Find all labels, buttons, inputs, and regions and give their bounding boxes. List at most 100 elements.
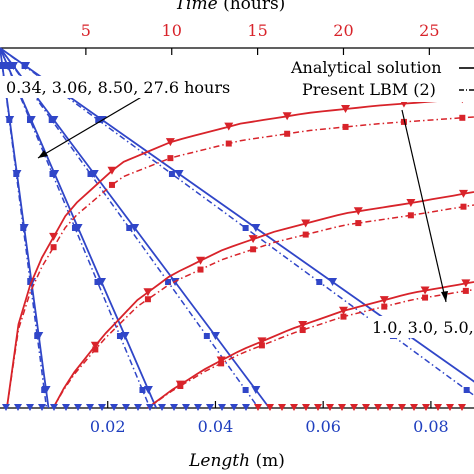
top-tick-label: 10 [162,21,182,40]
baseline-marker [278,404,286,411]
baseline-marker [170,404,178,411]
history-marker-square [225,140,232,147]
baseline-marker [26,404,34,411]
profile-marker-square [6,117,13,123]
history-marker-square [284,130,291,137]
history-line-lbm [52,204,474,409]
history-marker-square [167,155,174,162]
history-marker-triangle [353,207,363,216]
annotation-left-bg [2,76,242,98]
baseline-marker [254,404,262,411]
history-marker-triangle [248,235,258,244]
profile-marker-square [139,387,146,393]
history-marker-triangle [458,189,468,198]
baseline-marker [158,404,166,411]
profile-marker-square [168,171,175,177]
bottom-tick-label: 0.02 [90,417,126,436]
history-marker-triangle [196,256,206,265]
profile-marker-square [87,171,94,177]
baseline-marker [314,404,322,411]
profile-marker-square [27,279,34,285]
time-history-series [6,95,474,409]
history-marker-square [302,231,309,238]
baseline-marker [350,404,358,411]
history-marker-square [299,327,306,334]
profile-marker-square [316,279,323,285]
top-tick-label: 5 [81,21,91,40]
baseline-marker [218,404,226,411]
profile-marker-square [242,225,249,231]
zero-baseline [2,404,466,411]
baseline-marker [50,404,58,411]
history-marker-square [400,118,407,125]
baseline-marker [398,404,406,411]
bottom-axis-title: Length (m) [188,451,285,471]
profile-marker-square [21,63,28,69]
baseline-marker [62,404,70,411]
history-line-analytical [52,191,474,409]
history-marker-triangle [341,104,351,113]
history-marker-triangle [406,199,416,208]
profile-line-lbm [0,47,48,409]
baseline-marker [458,404,466,411]
top-tick-label: 20 [333,21,353,40]
history-marker-triangle [338,306,348,315]
profile-marker-square [203,333,210,339]
history-marker-triangle [49,232,59,241]
baseline-marker [326,404,334,411]
profile-marker-square [463,387,470,393]
history-marker-square [50,244,57,251]
bottom-axis-unit: (m) [255,451,284,471]
baseline-marker [86,404,94,411]
annotation-right-bg [368,316,474,338]
profile-marker-triangle [174,170,184,178]
profile-marker-triangle [251,224,261,232]
baseline-marker [338,404,346,411]
history-marker-triangle [165,138,175,147]
history-marker-square [355,220,362,227]
history-marker-triangle [379,296,389,305]
history-marker-triangle [143,288,153,297]
history-line-analytical [147,281,474,409]
history-marker-square [250,246,257,253]
top-tick-label: 25 [419,21,439,40]
profile-marker-square [126,225,133,231]
baseline-marker [2,404,10,411]
history-marker-square [258,342,265,349]
bottom-axis-ticks: 0.02 0.04 0.06 0.08 [90,401,449,436]
history-marker-square [342,123,349,130]
history-marker-square [92,346,99,353]
top-axis-unit: (hours) [223,0,285,14]
baseline-marker [98,404,106,411]
profile-marker-triangle [210,332,220,340]
profile-marker-square [4,63,11,69]
baseline-marker [242,404,250,411]
profile-marker-triangle [130,224,140,232]
history-marker-triangle [298,321,308,330]
history-line-lbm [147,288,474,409]
profile-marker-square [94,279,101,285]
baseline-marker [362,404,370,411]
baseline-marker [182,404,190,411]
baseline-marker [410,404,418,411]
history-marker-square [422,294,429,301]
legend: Analytical solution Present LBM (2) [288,56,474,102]
bottom-tick-label: 0.06 [305,417,341,436]
history-marker-triangle [461,279,471,288]
profile-marker-square [0,63,6,69]
profile-marker-triangle [328,278,338,286]
profile-marker-square [95,117,102,123]
profile-marker-square [26,117,33,123]
profile-marker-triangle [143,386,153,394]
top-axis-ticks: 5 10 15 20 25 [81,21,440,55]
profile-marker-triangle [251,386,261,394]
history-marker-square [407,212,414,219]
baseline-marker [386,404,394,411]
baseline-marker [290,404,298,411]
annotation-arrowhead-right [441,291,448,302]
baseline-marker [374,404,382,411]
profile-marker-square [41,387,48,393]
baseline-marker [110,404,118,411]
bottom-tick-label: 0.08 [413,417,449,436]
